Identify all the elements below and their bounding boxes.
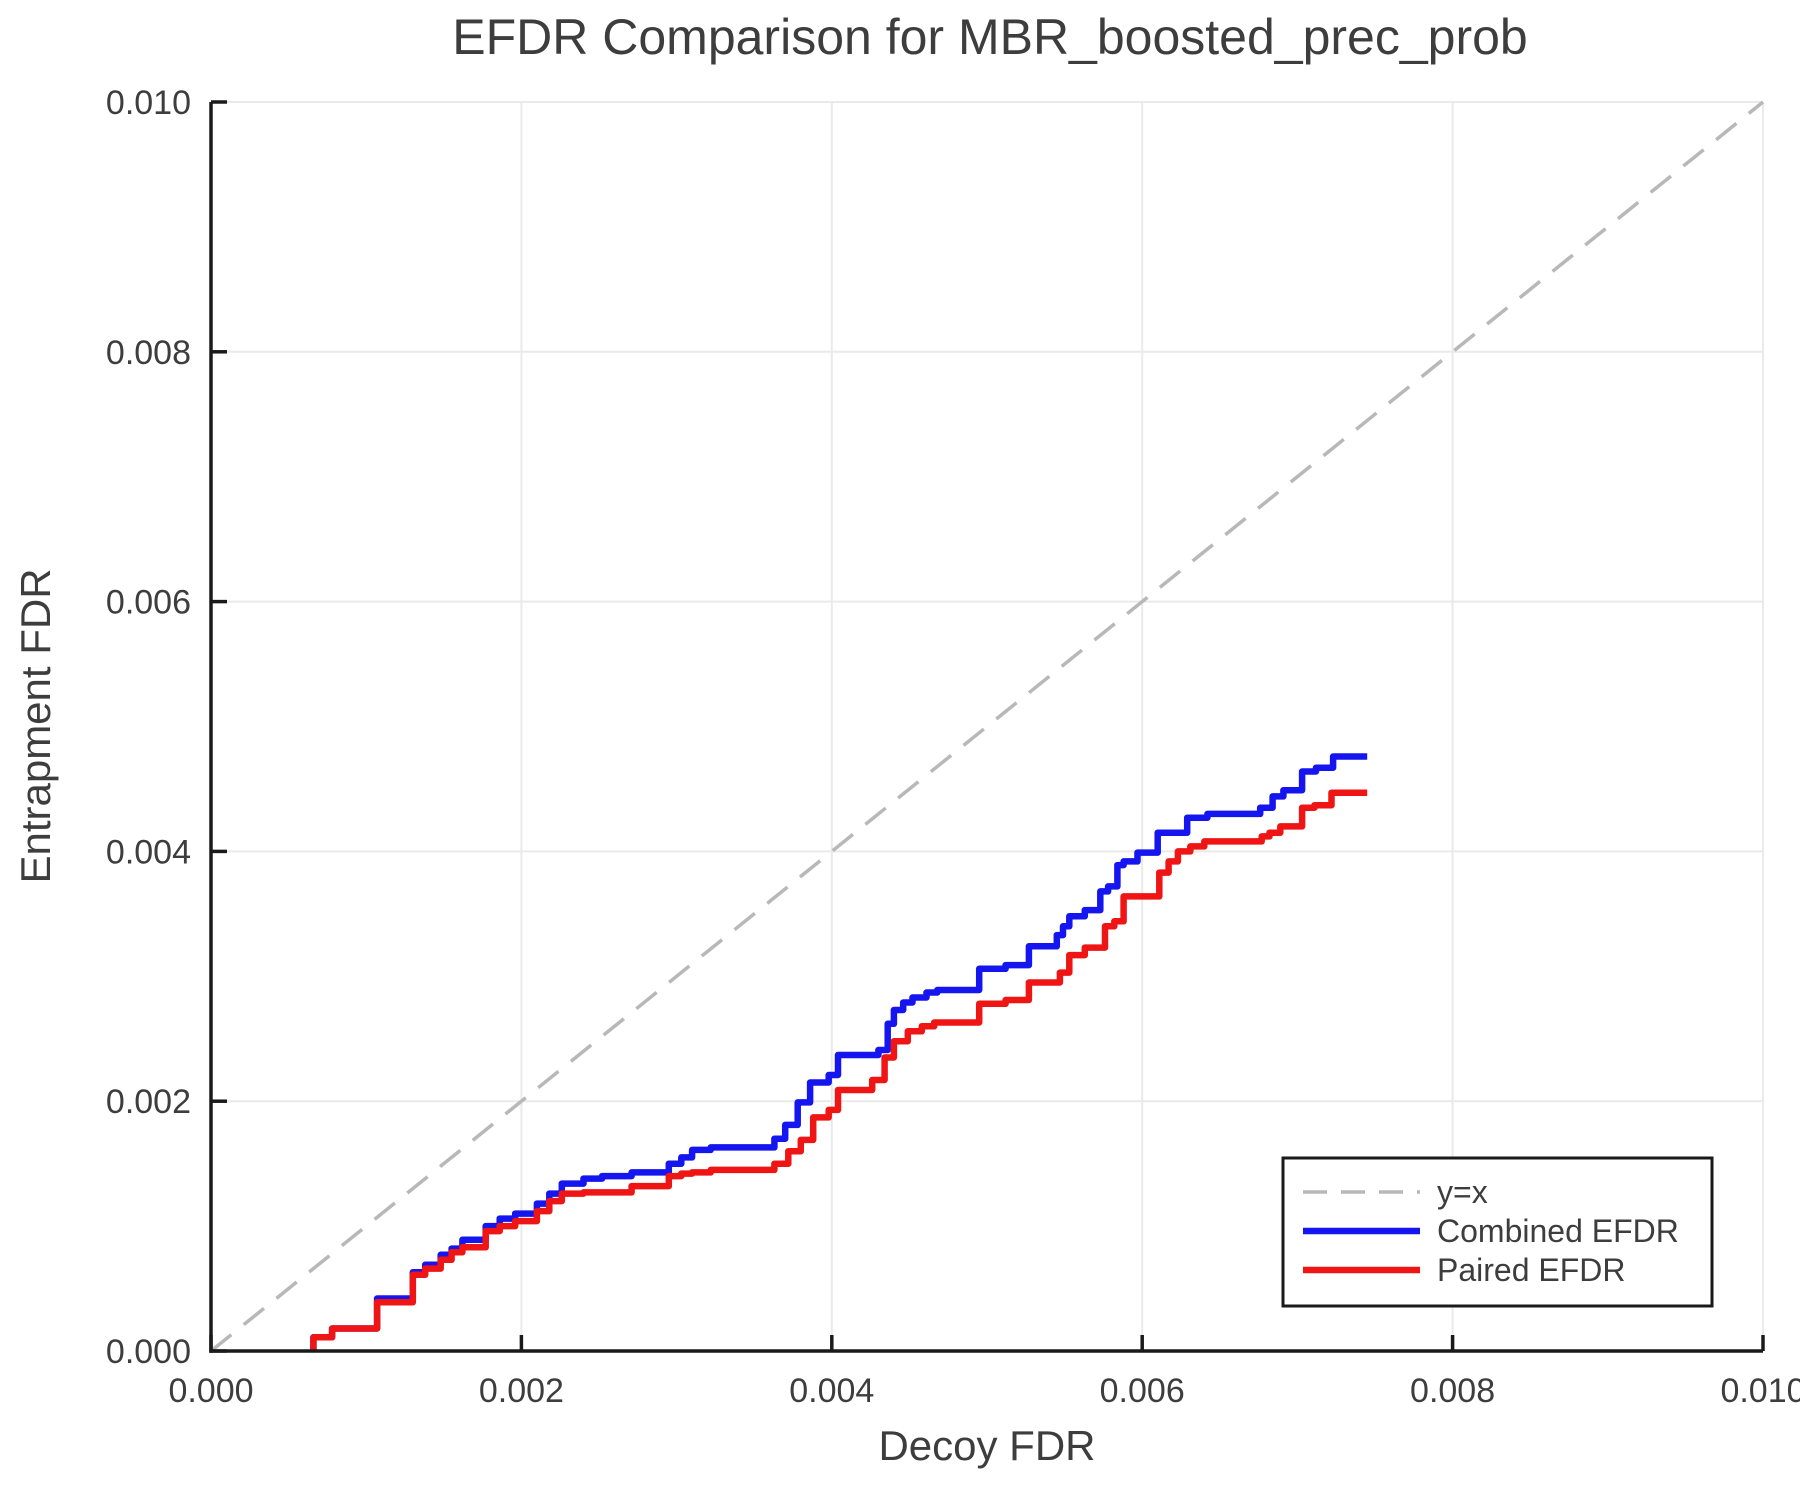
x-tick-label: 0.010 — [1720, 1372, 1800, 1410]
y-tick-label: 0.002 — [106, 1083, 191, 1121]
legend-item-label: y=x — [1437, 1174, 1488, 1210]
paired-efdr-line — [310, 789, 1368, 1351]
chart-title: EFDR Comparison for MBR_boosted_prec_pro… — [452, 9, 1528, 65]
y-tick-label: 0.008 — [106, 334, 191, 372]
y-tick-label: 0.004 — [106, 833, 191, 871]
x-tick-label: 0.008 — [1410, 1372, 1495, 1410]
y-tick-label: 0.006 — [106, 584, 191, 622]
y-tick-label: 0.010 — [106, 84, 191, 122]
identity-line — [209, 100, 1765, 1353]
x-tick-label: 0.004 — [789, 1372, 874, 1410]
legend-item-label: Combined EFDR — [1437, 1213, 1679, 1249]
x-tick-label: 0.002 — [479, 1372, 564, 1410]
x-tick-label: 0.006 — [1100, 1372, 1185, 1410]
legend-item-label: Paired EFDR — [1437, 1252, 1626, 1288]
x-tick-label: 0.000 — [168, 1372, 253, 1410]
x-axis-label: Decoy FDR — [878, 1422, 1096, 1469]
y-tick-label: 0.000 — [106, 1333, 191, 1371]
